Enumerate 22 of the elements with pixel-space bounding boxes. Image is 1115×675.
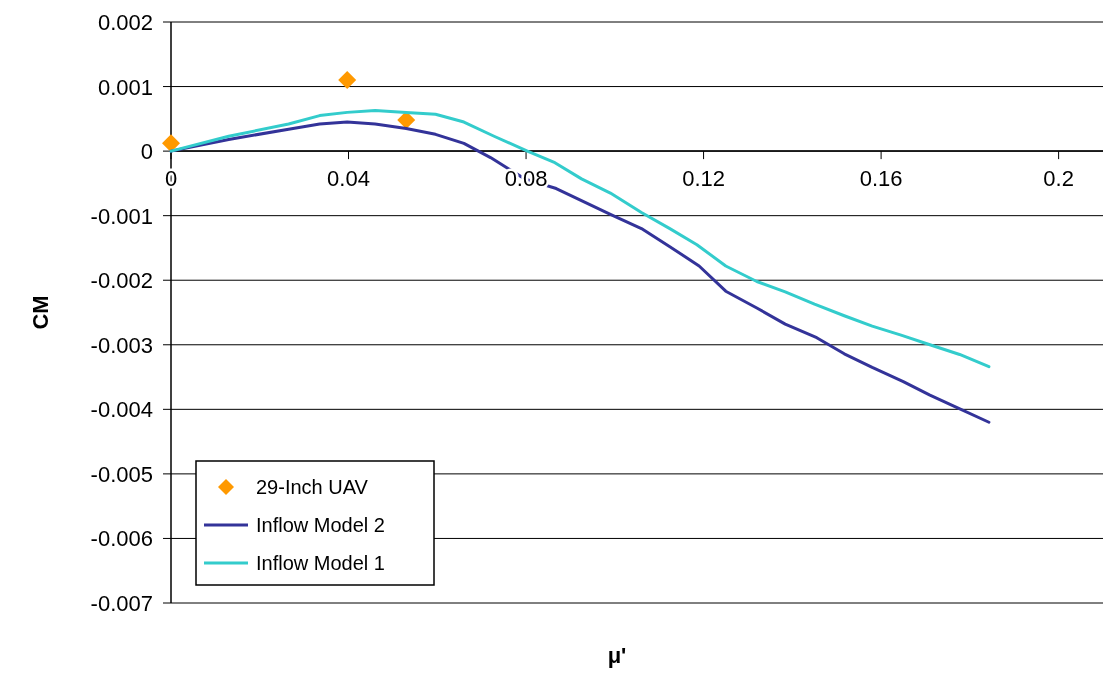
y-axis-title: CM	[28, 295, 53, 330]
y-tick-label: -0.003	[90, 332, 153, 358]
y-tick-label: -0.004	[90, 397, 153, 423]
x-tick-label: 0.16	[859, 166, 903, 192]
y-tick-label: 0.002	[97, 10, 153, 35]
x-tick-label: 0.2	[1043, 166, 1074, 192]
y-tick-label: -0.007	[90, 591, 153, 616]
y-tick-label: 0.001	[97, 74, 153, 100]
legend-label: 29-Inch UAV	[256, 476, 369, 498]
point	[162, 134, 180, 153]
y-tick-label: 0	[140, 139, 153, 165]
x-axis-title: μ'	[607, 643, 627, 668]
y-tick-label: -0.005	[90, 461, 153, 487]
point	[338, 71, 357, 90]
x-tick-label: 0.04	[327, 166, 370, 192]
y-tick-label: -0.006	[90, 526, 153, 552]
x-tick-label: 0.12	[682, 166, 725, 192]
point	[397, 111, 416, 130]
y-tick-label: -0.002	[90, 268, 153, 294]
y-tick-label: -0.001	[90, 203, 153, 229]
legend-label: Inflow Model 1	[256, 552, 385, 574]
legend-label: Inflow Model 2	[256, 514, 385, 536]
